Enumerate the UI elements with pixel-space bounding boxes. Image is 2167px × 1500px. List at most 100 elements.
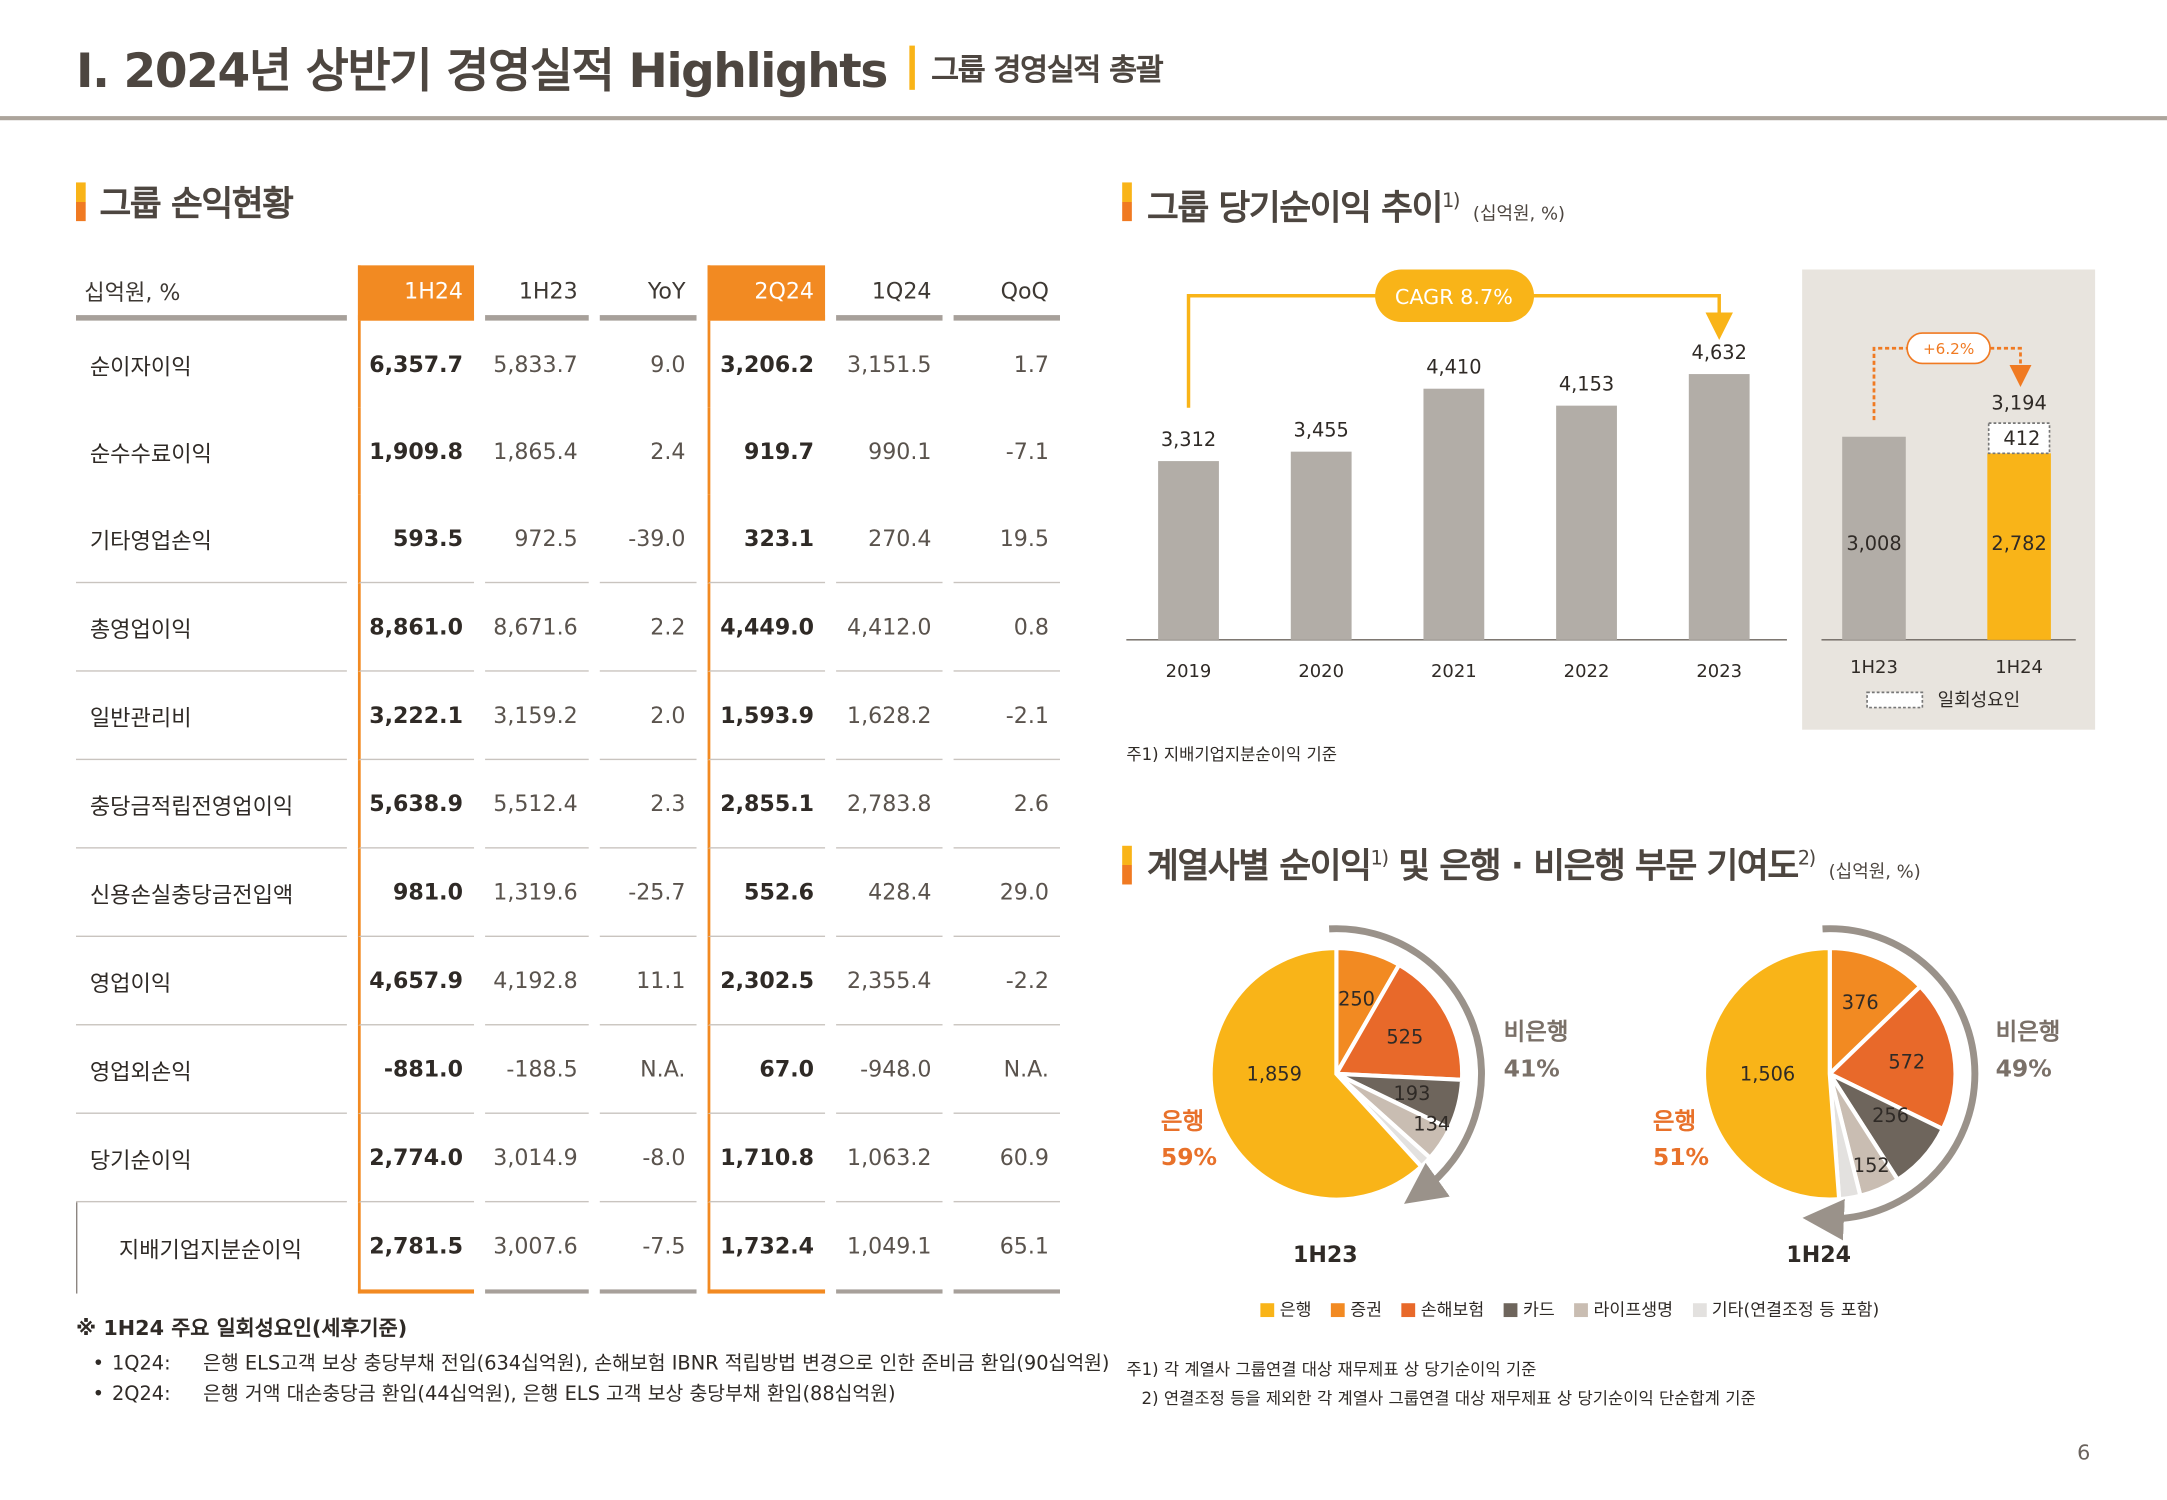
table-row: 순이자이익 6,357.7 5,833.7 9.0 3,206.2 3,151.5 1.7 — [76, 320, 1060, 408]
pie-value-label: 525 — [1386, 1025, 1423, 1048]
page-title: I. 2024년 상반기 경영실적 Highlights — [76, 44, 888, 100]
legend-dashed-icon — [1866, 691, 1924, 709]
cell-qoq: 65.1 — [953, 1202, 1060, 1294]
pie-value-label: 572 — [1888, 1051, 1925, 1074]
pie-slice-손해보험 — [1826, 983, 1958, 1132]
table-row: 충당금적립전영업이익 5,638.9 5,512.4 2.3 2,855.1 2,783.… — [76, 760, 1060, 849]
cell-1h23: 3,007.6 — [485, 1202, 589, 1294]
bar-1H23 — [1842, 436, 1906, 640]
cell-1h23: -188.5 — [485, 1025, 589, 1114]
nonbank-arc-arrow-icon — [1328, 925, 1485, 1204]
pie-slice-증권 — [1827, 945, 1924, 1079]
section-marker-icon — [1122, 845, 1132, 885]
col-header-1q24: 1Q24 — [836, 265, 943, 321]
table-row: 기타영업손익 593.5 972.5 -39.0 323.1 270.4 19.5 — [76, 494, 1060, 584]
col-header-1h23: 1H23 — [485, 265, 589, 321]
cell-1h23: 5,833.7 — [493, 351, 578, 378]
pie-legend: 은행 증권 손해보험 카드 라이프생명 기타(연결조정 등 포함) — [1260, 1295, 1879, 1321]
bar-1H24 — [1987, 453, 2051, 640]
legend-label: 증권 — [1350, 1299, 1383, 1320]
legend-item: 은행 — [1260, 1295, 1312, 1321]
pie-value-label: 376 — [1842, 991, 1879, 1014]
table-row: 영업이익 4,657.9 4,192.8 11.1 2,302.5 2,355.4 -2.2 — [76, 936, 1060, 1026]
footnote-ref: 1) — [1442, 190, 1461, 213]
row-label: 일반관리비 — [76, 672, 347, 761]
pie-value-label: 1,859 — [1247, 1063, 1302, 1086]
cell-yoy: N.A. — [599, 1025, 697, 1114]
cell-1q24: -948.0 — [836, 1025, 943, 1114]
cell-qoq: 2.6 — [953, 760, 1060, 849]
cell-1q24: 1,049.1 — [836, 1202, 943, 1294]
cell-1q24: 428.4 — [836, 849, 943, 937]
pl-table: 십억원, % 1H24 1H23 YoY 2Q24 1Q24 QoQ 순이자이익… — [76, 265, 1060, 1294]
row-label: 영업외손익 — [76, 1025, 347, 1114]
bar-value-label: 4,632 — [1692, 341, 1747, 364]
nonbank-pct: 49% — [1996, 1055, 2052, 1083]
row-label: 순수수료이익 — [89, 440, 212, 467]
x-tick-label: 1H23 — [1850, 657, 1898, 678]
cell-1h24: 8,861.0 — [357, 583, 475, 672]
cell-1h23: 4,192.8 — [485, 937, 589, 1026]
legend-item: 카드 — [1503, 1295, 1555, 1321]
cell-2q24: 2,855.1 — [707, 760, 826, 849]
pie-title: 1H23 — [1293, 1242, 1358, 1268]
bullet-icon: • — [92, 1352, 105, 1376]
section-marker-icon — [76, 182, 86, 222]
legend-label: 기타(연결조정 등 포함) — [1711, 1299, 1880, 1320]
cell-qoq: 19.5 — [953, 495, 1060, 584]
cell-qoq: 1.7 — [1013, 351, 1049, 378]
row-label: 신용손실충당금전입액 — [76, 849, 347, 937]
cell-yoy: -25.7 — [599, 849, 697, 937]
pl-section-title: 그룹 손익현황 — [99, 183, 294, 224]
cell-1h24: 593.5 — [357, 494, 475, 584]
x-tick-label: 2021 — [1431, 661, 1477, 682]
cell-1q24: 270.4 — [836, 495, 943, 584]
header-rule — [0, 116, 2167, 121]
nonbank-label: 비은행 — [1504, 1017, 1569, 1045]
bar-2022 — [1556, 405, 1617, 640]
nonbank-label: 비은행 — [1996, 1017, 2061, 1045]
legend-label: 라이프생명 — [1593, 1299, 1674, 1320]
col-header-qoq: QoQ — [953, 265, 1060, 321]
row-label: 지배기업지분순이익 — [76, 1202, 347, 1294]
affiliate-footnote: 주1) 각 계열사 그룹연결 대상 재무제표 상 당기순이익 기준 — [1126, 1359, 1537, 1380]
cell-1h24: 5,638.9 — [357, 760, 475, 849]
affiliate-footnote: 2) 연결조정 등을 제외한 각 계열사 그룹연결 대상 재무제표 상 당기순이… — [1141, 1388, 1756, 1409]
cell-1h24: -881.0 — [357, 1025, 475, 1114]
cell-yoy: 2.0 — [599, 672, 697, 761]
footnote-ref: 1) — [1370, 848, 1390, 871]
legend-swatch-icon — [1574, 1303, 1589, 1318]
cell-1q24: 1,628.2 — [836, 672, 943, 761]
cell-2q24: 67.0 — [707, 1025, 826, 1114]
cell-yoy: -7.5 — [599, 1202, 697, 1294]
cell-2q24: 1,732.4 — [707, 1202, 826, 1294]
legend-label: 카드 — [1523, 1299, 1555, 1320]
pie-value-label: 256 — [1872, 1104, 1909, 1127]
cell-qoq: 60.9 — [953, 1114, 1060, 1203]
cell-yoy: 11.1 — [599, 937, 697, 1026]
row-label: 순이자이익 — [89, 353, 192, 380]
page-number: 6 — [2077, 1440, 2091, 1465]
row-label: 영업이익 — [76, 937, 347, 1026]
cell-1q24: 3,151.5 — [847, 351, 932, 378]
row-label: 기타영업손익 — [76, 495, 347, 584]
legend-swatch-icon — [1401, 1303, 1416, 1318]
x-tick-label: 2022 — [1564, 661, 1610, 682]
cell-1h24: 1,909.8 — [357, 407, 474, 495]
cagr-label: CAGR 8.7% — [1395, 285, 1513, 309]
note-text: 은행 ELS고객 보상 충당부채 전입(634십억원), 손해보험 IBNR 적… — [203, 1352, 1110, 1376]
cell-1h24: 2,774.0 — [357, 1113, 475, 1203]
cell-1h23: 1,319.6 — [485, 849, 589, 937]
cell-qoq: 29.0 — [953, 849, 1060, 937]
unit-header: 십억원, % — [76, 265, 347, 321]
cell-1h24: 4,657.9 — [357, 936, 475, 1026]
legend-label: 손해보험 — [1420, 1299, 1485, 1320]
cell-2q24: 919.7 — [707, 407, 825, 495]
cell-1h23: 3,159.2 — [485, 672, 589, 761]
nonbank-arc-arrow-icon — [1802, 925, 1979, 1241]
row-label: 총영업이익 — [76, 583, 347, 672]
cell-2q24: 4,449.0 — [707, 583, 826, 672]
note-text: 은행 거액 대손충당금 환입(44십억원), 은행 ELS 고객 보상 충당부채… — [203, 1383, 896, 1406]
cell-yoy: -39.0 — [599, 495, 697, 584]
